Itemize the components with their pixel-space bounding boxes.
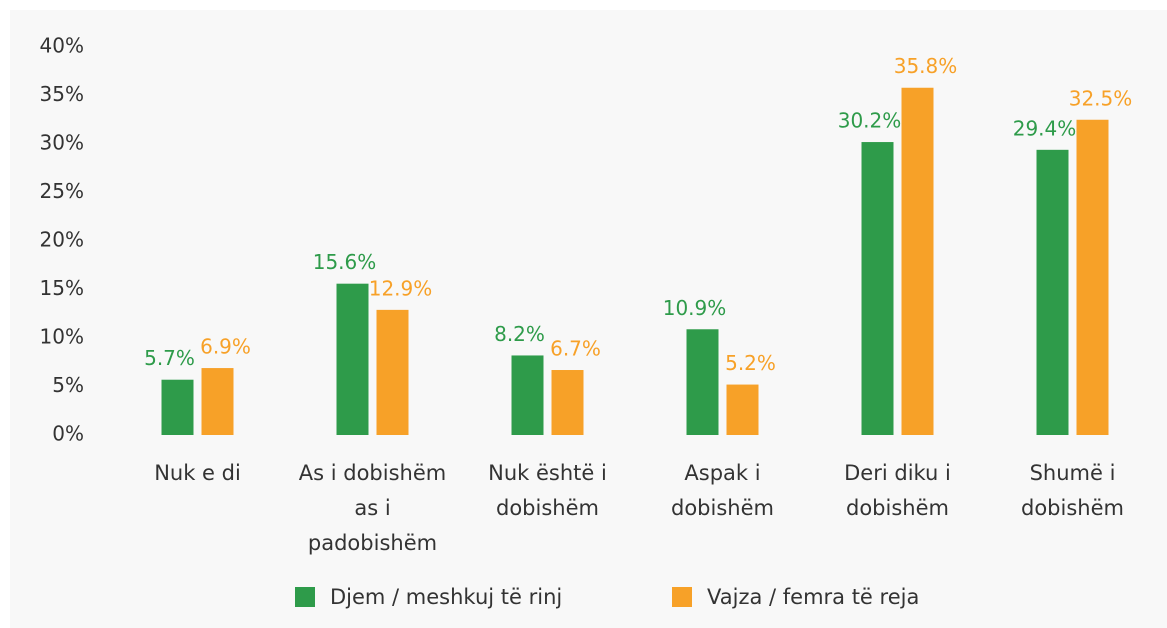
y-tick-label: 25% bbox=[40, 179, 84, 203]
bar bbox=[551, 370, 584, 435]
x-tick-label: Deri diku i dobishëm bbox=[844, 461, 951, 520]
data-label: 12.9% bbox=[369, 276, 433, 300]
legend-label: Djem / meshkuj të rinj bbox=[330, 585, 562, 609]
data-label: 5.2% bbox=[725, 351, 776, 375]
y-tick-label: 10% bbox=[40, 325, 84, 349]
legend-swatch bbox=[295, 587, 315, 607]
y-tick-label: 20% bbox=[40, 228, 84, 252]
data-label: 8.2% bbox=[494, 322, 545, 346]
bar bbox=[1036, 149, 1069, 435]
bar bbox=[376, 309, 409, 435]
data-label: 6.9% bbox=[200, 335, 251, 359]
data-label: 32.5% bbox=[1069, 86, 1133, 110]
background bbox=[10, 10, 1167, 628]
x-tick-label: Shumë i dobishëm bbox=[1021, 461, 1124, 520]
bar bbox=[201, 368, 234, 435]
x-tick-label: Nuk e di bbox=[154, 461, 241, 485]
y-tick-label: 15% bbox=[40, 276, 84, 300]
y-tick-label: 5% bbox=[52, 373, 84, 397]
bar bbox=[901, 87, 934, 436]
x-tick-label: Aspak i dobishëm bbox=[671, 461, 774, 520]
y-tick-label: 35% bbox=[40, 82, 84, 106]
data-label: 35.8% bbox=[894, 54, 958, 78]
bar bbox=[726, 384, 759, 435]
legend-swatch bbox=[672, 587, 692, 607]
y-tick-label: 0% bbox=[52, 422, 84, 446]
x-tick-label: As i dobishëm as i padobishëm bbox=[298, 461, 447, 555]
data-label: 30.2% bbox=[838, 109, 902, 133]
bar bbox=[686, 329, 719, 435]
data-label: 29.4% bbox=[1013, 116, 1077, 140]
data-label: 10.9% bbox=[663, 296, 727, 320]
bar bbox=[861, 142, 894, 435]
bar bbox=[336, 283, 369, 435]
data-label: 6.7% bbox=[550, 337, 601, 361]
data-label: 15.6% bbox=[313, 250, 377, 274]
bar bbox=[511, 355, 544, 435]
y-tick-label: 40% bbox=[40, 34, 84, 58]
data-label: 5.7% bbox=[144, 346, 195, 370]
x-tick-label: Nuk është i dobishëm bbox=[488, 461, 607, 520]
y-tick-label: 30% bbox=[40, 131, 84, 155]
legend-label: Vajza / femra të reja bbox=[707, 585, 919, 609]
bar bbox=[1076, 119, 1109, 435]
bar bbox=[161, 379, 194, 435]
